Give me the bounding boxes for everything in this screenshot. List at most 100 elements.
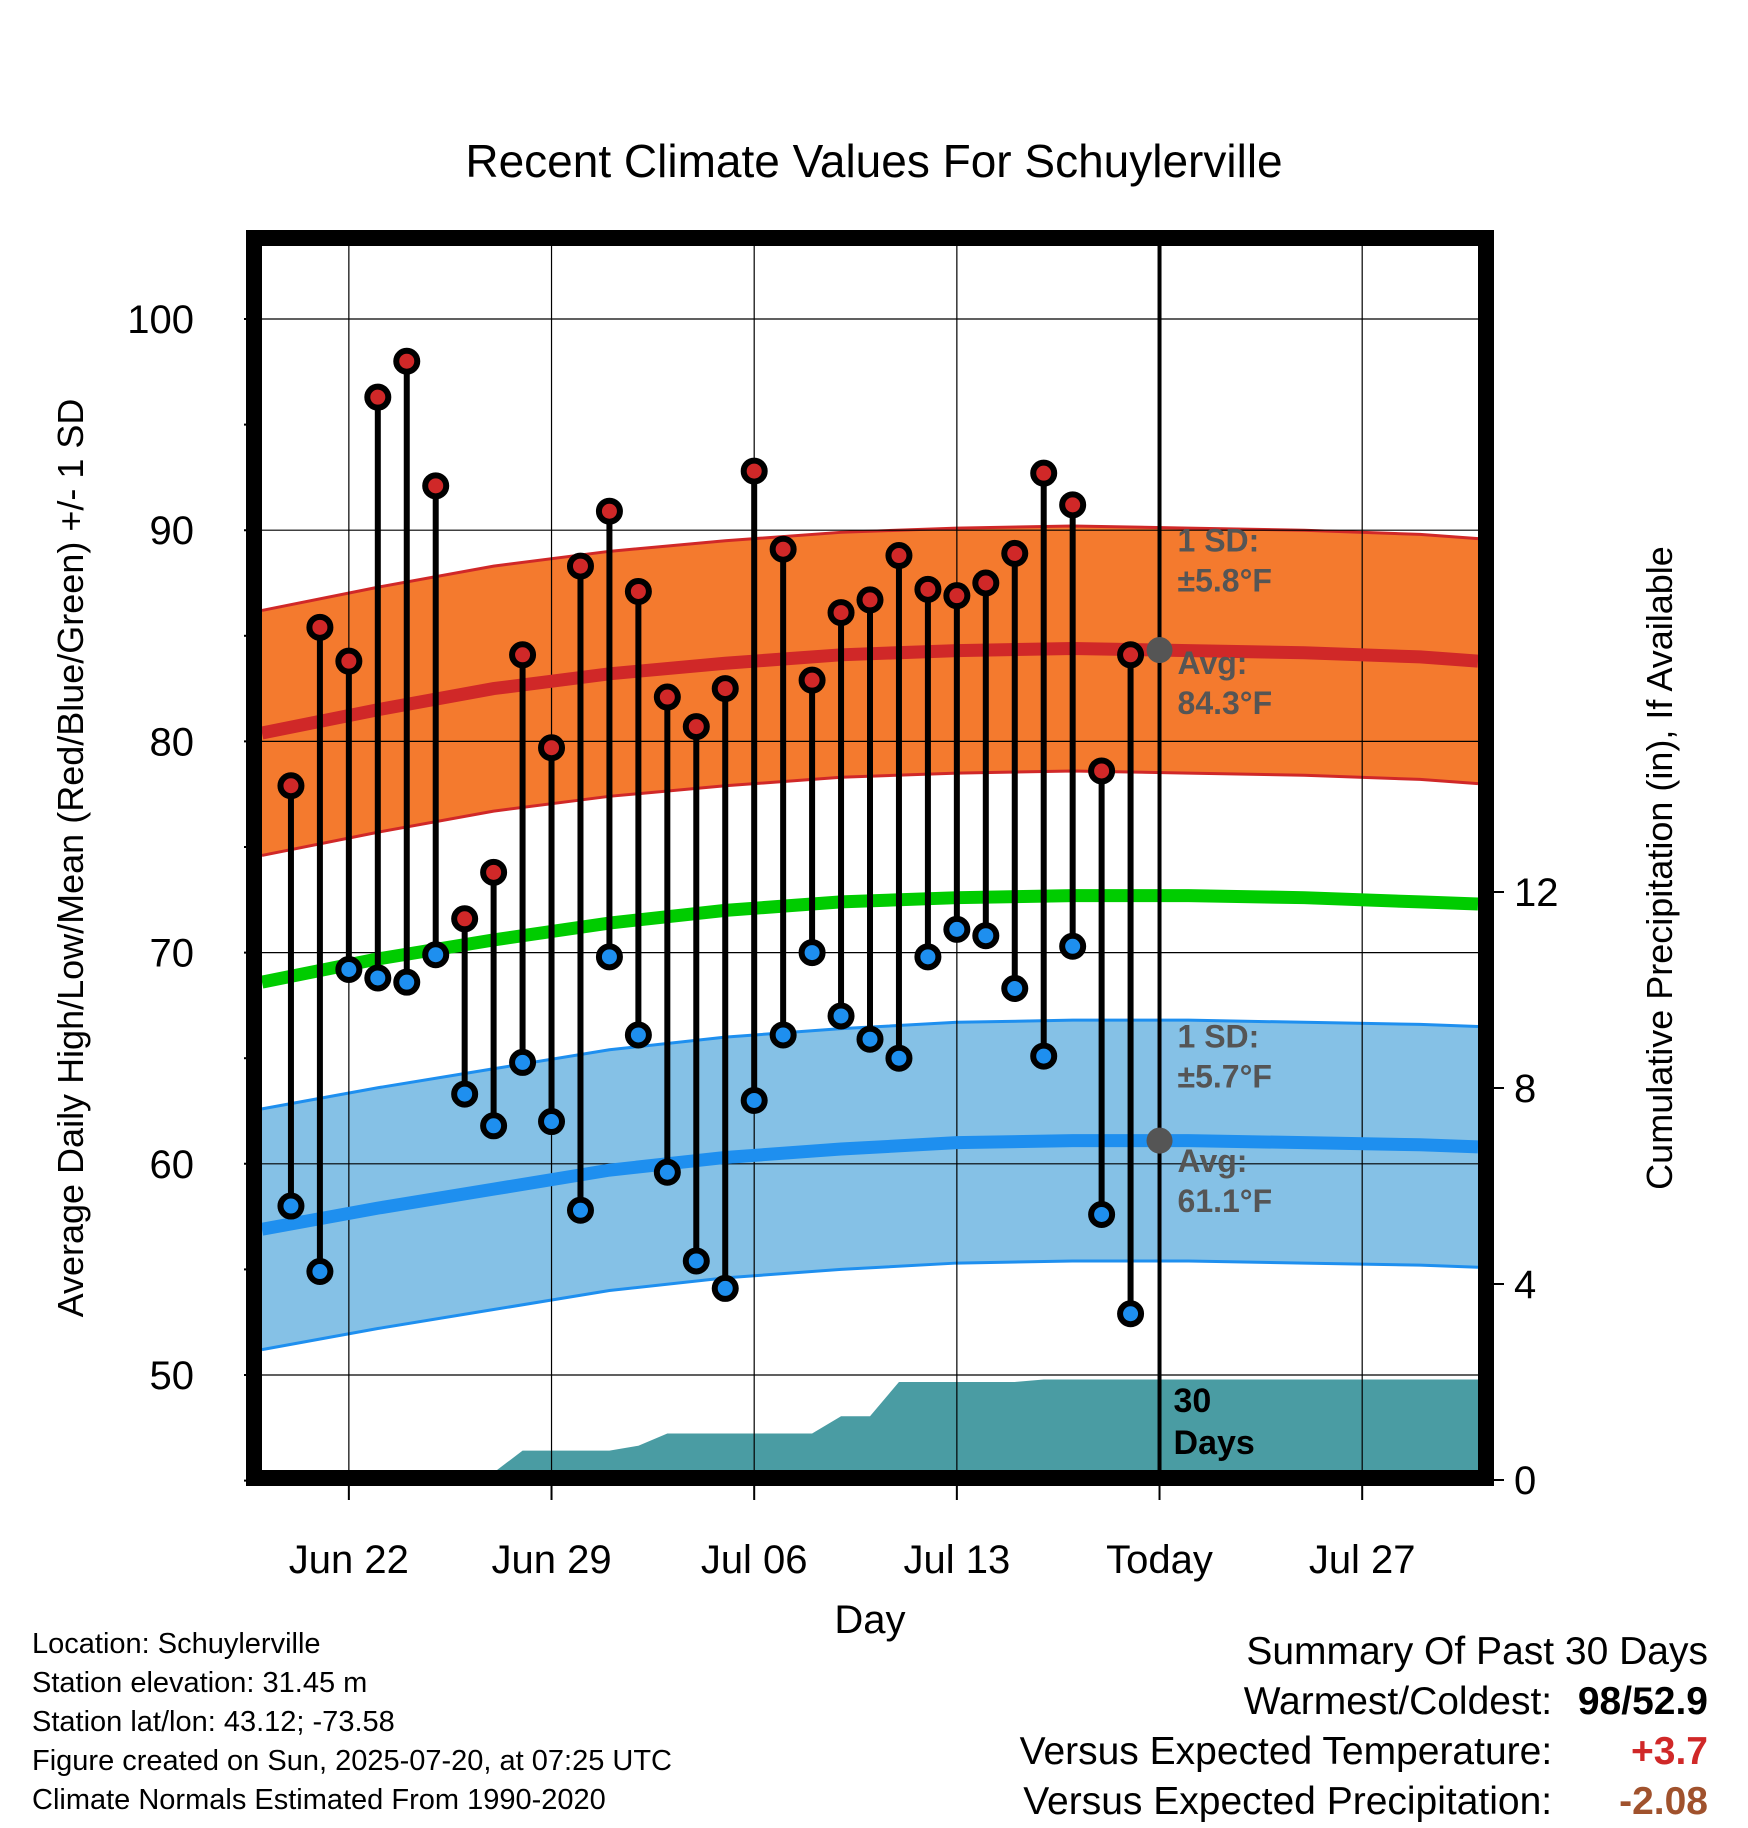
daily-high-point [1030, 459, 1058, 487]
daily-low-point [856, 1025, 884, 1053]
daily-low-point [624, 1021, 652, 1049]
precip-days-text: 30 [1174, 1382, 1212, 1420]
y2-tick-label: 8 [1514, 1067, 1536, 1111]
daily-low-point [827, 1002, 855, 1030]
x-tick-label: Jul 27 [1309, 1538, 1416, 1582]
daily-low-point [1088, 1200, 1116, 1228]
daily-low-point [566, 1196, 594, 1224]
daily-high-point [1059, 491, 1087, 519]
daily-high-point [740, 457, 768, 485]
high-sd-annotation: 1 SD: [1178, 522, 1260, 558]
daily-high-point [798, 666, 826, 694]
daily-high-point [972, 569, 1000, 597]
daily-low-point [277, 1192, 305, 1220]
plot-frame [246, 230, 1494, 1486]
daily-low-point [1117, 1300, 1145, 1328]
x-tick-label: Today [1106, 1538, 1213, 1582]
daily-low-point [595, 943, 623, 971]
daily-high-point [624, 577, 652, 605]
daily-low-point [1030, 1042, 1058, 1070]
precip-days-annotation: 30 Days [1174, 1382, 1255, 1462]
y-tick-label: 90 [150, 509, 195, 553]
today-low-avg-marker [1146, 1127, 1173, 1154]
precip-value: -2.08 [1619, 1780, 1708, 1823]
summary-warmest-row: Warmest/Coldest: 98/52.9 [948, 1677, 1708, 1727]
daily-low-point [1059, 932, 1087, 960]
warmest-label: Warmest/Coldest: [1243, 1680, 1553, 1723]
temp-value: +3.7 [1631, 1730, 1708, 1773]
daily-low-point [972, 922, 1000, 950]
summary-heading: Summary Of Past 30 Days [1246, 1630, 1708, 1673]
chart-title: Recent Climate Values For Schuylerville [465, 135, 1283, 187]
daily-low-point [335, 955, 363, 983]
latlon-text: Station lat/lon: 43.12; -73.58 [32, 1706, 395, 1738]
precip-days-text: Days [1174, 1424, 1255, 1462]
summary-precip-row: Versus Expected Precipitation: -2.08 [948, 1777, 1708, 1827]
location-text: Location: Schuylerville [32, 1628, 321, 1660]
low-avg-annotation: 61.1°F [1178, 1183, 1273, 1219]
daily-low-point [1001, 975, 1029, 1003]
daily-low-point [509, 1048, 537, 1076]
daily-high-point [885, 542, 913, 570]
low-sd-annotation: ±5.7°F [1178, 1059, 1272, 1095]
daily-high-point [653, 683, 681, 711]
y2-tick-label: 4 [1514, 1263, 1536, 1307]
low-sd-lower-edge [261, 1259, 1479, 1352]
daily-high-point [827, 599, 855, 627]
y-tick-label: 70 [150, 932, 195, 976]
daily-low-point [393, 968, 421, 996]
y-tick-label: 100 [127, 298, 194, 342]
daily-high-point [538, 734, 566, 762]
x-tick-label: Jul 13 [903, 1538, 1010, 1582]
warmest-coldest-value: 98/52.9 [1577, 1680, 1708, 1723]
elevation-text: Station elevation: 31.45 m [32, 1667, 368, 1699]
x-tick-label: Jun 29 [491, 1538, 611, 1582]
normals-text: Climate Normals Estimated From 1990-2020 [32, 1784, 606, 1816]
high-avg-annotation: 84.3°F [1178, 685, 1273, 721]
daily-high-point [943, 582, 971, 610]
low-sd-annotation: 1 SD: [1178, 1019, 1260, 1055]
daily-high-point [480, 858, 508, 886]
daily-high-point [509, 641, 537, 669]
low-sd-band [262, 1020, 1478, 1350]
y-tick-label: 80 [150, 720, 195, 764]
daily-high-point [769, 535, 797, 563]
daily-low-point [480, 1112, 508, 1140]
daily-low-point [769, 1021, 797, 1049]
daily-high-point [422, 472, 450, 500]
warmest-value: 98 [1577, 1680, 1622, 1723]
daily-high-point [914, 575, 942, 603]
daily-high-point [393, 347, 421, 375]
x-axis-label: Day [834, 1598, 905, 1642]
daily-high-point [1088, 757, 1116, 785]
y2-tick-label: 0 [1514, 1459, 1536, 1503]
daily-low-point [740, 1086, 768, 1114]
daily-high-point [277, 772, 305, 800]
low-normal-line [260, 1134, 1479, 1236]
daily-low-point [538, 1108, 566, 1136]
y-tick-label: 60 [150, 1143, 195, 1187]
daily-low-point [914, 943, 942, 971]
daily-low-point [711, 1274, 739, 1302]
daily-high-point [856, 586, 884, 614]
station-info: Location: Schuylerville Station elevatio… [32, 1625, 672, 1820]
summary-panel: Summary Of Past 30 Days Warmest/Coldest:… [948, 1627, 1708, 1827]
daily-low-point [306, 1258, 334, 1286]
daily-low-point [422, 941, 450, 969]
daily-high-point [711, 675, 739, 703]
summary-temp-row: Versus Expected Temperature: +3.7 [948, 1727, 1708, 1777]
daily-low-point [943, 915, 971, 943]
x-tick-label: Jun 22 [289, 1538, 409, 1582]
daily-low-point [653, 1158, 681, 1186]
coldest-value: 52.9 [1632, 1680, 1708, 1723]
y2-tick-label: 12 [1514, 871, 1559, 915]
daily-low-point [682, 1247, 710, 1275]
daily-low-point [798, 939, 826, 967]
low-avg-annotation: Avg: [1178, 1143, 1248, 1179]
y-axis-label: Average Daily High/Low/Mean (Red/Blue/Gr… [50, 399, 91, 1318]
y-tick-label: 50 [150, 1354, 195, 1398]
x-tick-label: Jul 06 [701, 1538, 808, 1582]
temp-label: Versus Expected Temperature: [1019, 1730, 1553, 1773]
daily-high-point [1117, 641, 1145, 669]
